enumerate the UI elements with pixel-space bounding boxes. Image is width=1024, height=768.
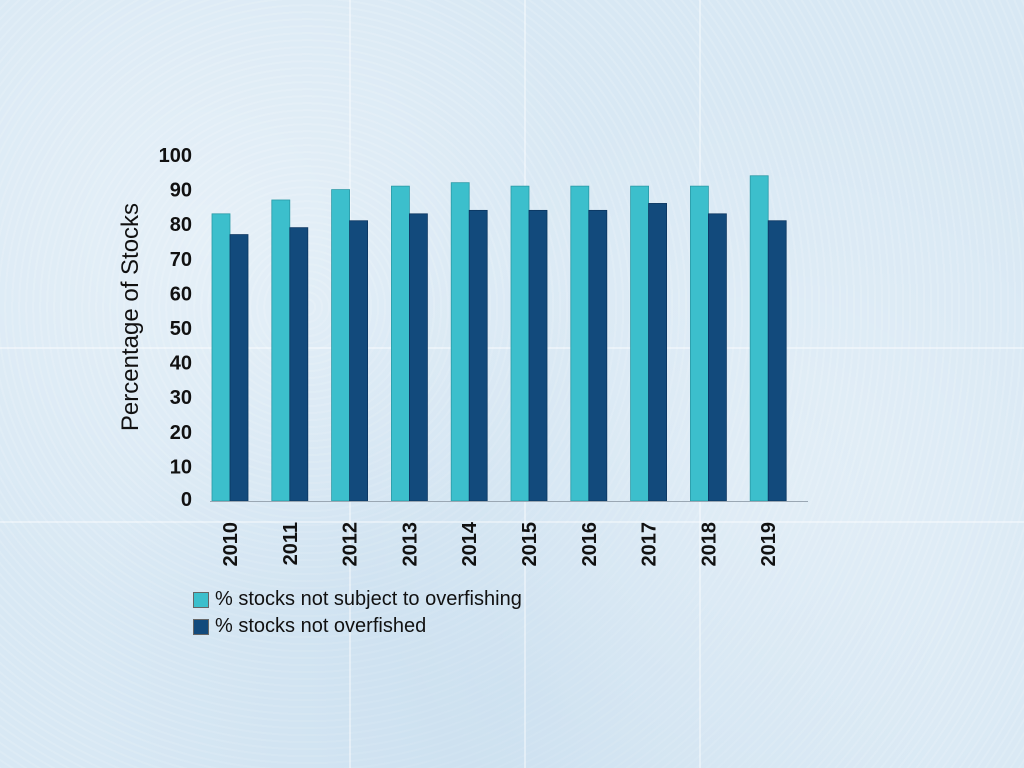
y-tick-label: 70 [170,249,192,271]
x-tick-label: 2013 [399,522,421,567]
bar-2010-series-1 [229,234,249,502]
bar-2018-series-1 [708,213,727,502]
bar-2012-series-1 [349,220,369,502]
bar-2010-series-0 [211,213,231,502]
y-tick-label: 60 [170,283,192,305]
bar-series [211,175,787,502]
bar-2014-series-0 [450,182,470,502]
chart-legend: % stocks not subject to overfishing % st… [193,586,522,640]
legend-item-not-subject-to-overfishing: % stocks not subject to overfishing [193,586,522,613]
legend-swatch-teal [193,591,209,608]
y-tick-label: 10 [170,456,192,478]
y-tick-label: 90 [170,180,192,202]
y-axis-ticks: 0 10 20 30 40 50 60 70 80 90 100 [159,145,192,511]
x-tick-label: 2012 [340,522,362,567]
bar-2013-series-0 [390,185,410,502]
x-tick-label: 2016 [579,522,601,567]
bar-2017-series-1 [648,203,667,502]
x-tick-label: 2019 [758,522,780,567]
y-tick-label: 50 [170,318,192,340]
bar-2011-series-0 [271,199,291,502]
bar-2013-series-1 [408,213,428,502]
bar-2019-series-1 [767,220,787,502]
legend-label: % stocks not subject to overfishing [215,588,522,610]
x-tick-label: 2015 [519,522,541,567]
x-tick-label: 2011 [280,522,302,565]
x-tick-label: 2018 [698,522,720,567]
x-tick-label: 2010 [220,522,242,567]
bar-2011-series-1 [289,227,309,502]
y-tick-label: 100 [159,145,192,167]
bar-2014-series-1 [468,209,488,502]
x-tick-label: 2014 [459,521,481,566]
y-tick-label: 30 [170,387,192,409]
bar-2015-series-0 [510,185,530,502]
y-tick-label: 20 [170,422,192,444]
bar-2016-series-0 [570,185,590,502]
bar-2016-series-1 [588,209,608,502]
legend-swatch-navy [193,618,209,635]
x-axis-ticks: 2010 2011 2012 2013 2014 2015 2016 2017 2018 2019 [220,521,780,566]
bar-2019-series-0 [749,175,769,502]
bar-2018-series-0 [690,185,709,502]
bar-2015-series-1 [528,209,548,502]
x-tick-label: 2017 [639,522,661,567]
bar-2012-series-0 [331,189,351,502]
legend-label: % stocks not overfished [215,615,427,637]
y-axis-label: Percentage of Stocks [117,202,144,432]
y-tick-label: 40 [170,353,192,375]
legend-item-not-overfished: % stocks not overfished [193,613,522,640]
y-tick-label: 0 [181,489,192,511]
y-tick-label: 80 [170,214,192,236]
bar-2017-series-0 [630,185,649,502]
